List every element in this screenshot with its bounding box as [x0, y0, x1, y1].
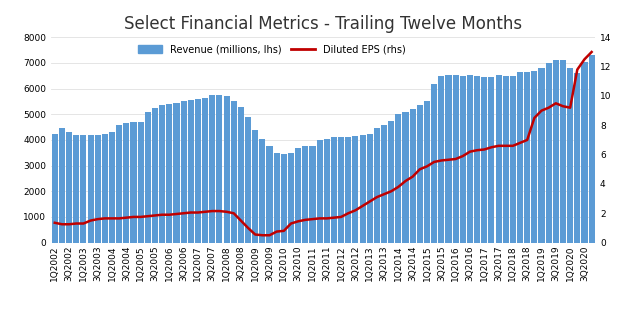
Bar: [145, 112, 151, 243]
Bar: [245, 117, 251, 243]
Bar: [381, 124, 387, 243]
Bar: [173, 103, 179, 243]
Bar: [138, 122, 144, 243]
Bar: [367, 133, 372, 243]
Bar: [424, 101, 430, 243]
Bar: [317, 140, 323, 243]
Bar: [417, 105, 423, 243]
Bar: [574, 73, 580, 243]
Bar: [546, 63, 552, 243]
Bar: [209, 95, 215, 243]
Bar: [324, 139, 330, 243]
Bar: [410, 109, 416, 243]
Bar: [431, 83, 437, 243]
Bar: [403, 112, 408, 243]
Bar: [517, 72, 523, 243]
Bar: [109, 132, 115, 243]
Bar: [124, 123, 129, 243]
Bar: [560, 60, 566, 243]
Bar: [445, 75, 451, 243]
Bar: [589, 55, 595, 243]
Bar: [531, 71, 538, 243]
Bar: [288, 153, 294, 243]
Bar: [131, 122, 136, 243]
Bar: [152, 108, 158, 243]
Bar: [510, 76, 516, 243]
Bar: [230, 101, 237, 243]
Bar: [52, 133, 58, 243]
Bar: [216, 95, 223, 243]
Bar: [180, 101, 187, 243]
Bar: [481, 77, 487, 243]
Bar: [396, 114, 401, 243]
Bar: [202, 98, 208, 243]
Bar: [238, 107, 244, 243]
Bar: [59, 128, 65, 243]
Bar: [353, 136, 358, 243]
Title: Select Financial Metrics - Trailing Twelve Months: Select Financial Metrics - Trailing Twel…: [124, 15, 522, 33]
Bar: [460, 76, 466, 243]
Bar: [331, 137, 337, 243]
Bar: [266, 146, 273, 243]
Bar: [95, 135, 100, 243]
Bar: [302, 146, 308, 243]
Bar: [188, 100, 194, 243]
Bar: [345, 137, 351, 243]
Legend: Revenue (millions, lhs), Diluted EPS (rhs): Revenue (millions, lhs), Diluted EPS (rh…: [138, 44, 406, 54]
Bar: [166, 104, 172, 243]
Bar: [295, 148, 301, 243]
Bar: [438, 76, 444, 243]
Bar: [360, 135, 365, 243]
Bar: [81, 135, 86, 243]
Bar: [116, 124, 122, 243]
Bar: [66, 132, 72, 243]
Bar: [159, 105, 165, 243]
Bar: [467, 75, 473, 243]
Bar: [553, 60, 559, 243]
Bar: [259, 139, 266, 243]
Bar: [488, 77, 495, 243]
Bar: [73, 135, 79, 243]
Bar: [567, 68, 573, 243]
Bar: [581, 62, 588, 243]
Bar: [281, 154, 287, 243]
Bar: [374, 128, 380, 243]
Bar: [502, 76, 509, 243]
Bar: [252, 130, 259, 243]
Bar: [538, 68, 545, 243]
Bar: [274, 153, 280, 243]
Bar: [388, 121, 394, 243]
Bar: [88, 135, 93, 243]
Bar: [195, 99, 201, 243]
Bar: [223, 96, 230, 243]
Bar: [309, 146, 316, 243]
Bar: [474, 76, 480, 243]
Bar: [102, 133, 108, 243]
Bar: [495, 75, 502, 243]
Bar: [452, 75, 459, 243]
Bar: [524, 72, 531, 243]
Bar: [338, 137, 344, 243]
